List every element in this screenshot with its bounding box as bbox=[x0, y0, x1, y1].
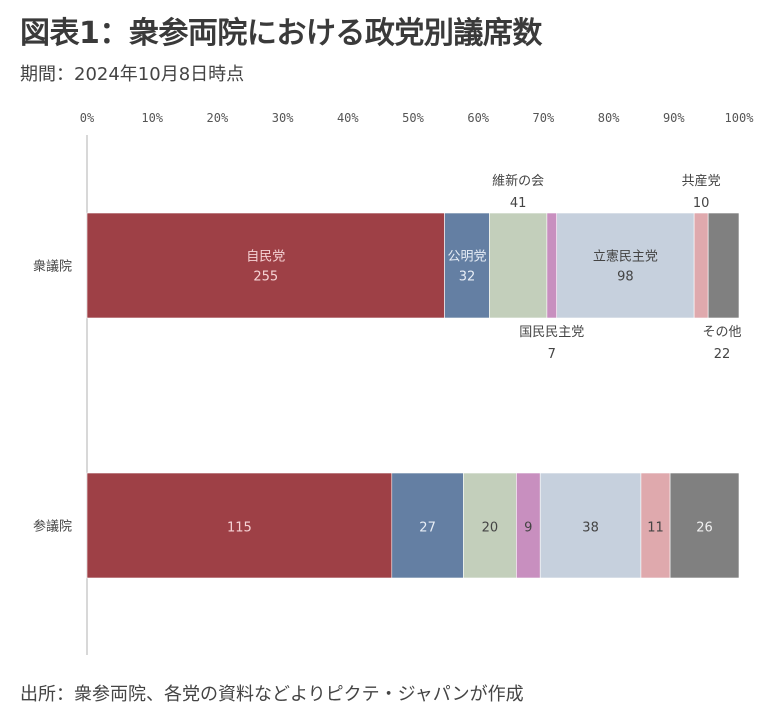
bar-segment bbox=[539, 472, 642, 579]
x-axis-ticks: 0% 10% 20% 30% 40% 50% 60% 70% 80% 90% 100% bbox=[80, 111, 754, 125]
source-note: 出所：衆参両院、各党の資料などよりピクテ・ジャパンが作成 bbox=[20, 684, 524, 705]
bar-segment bbox=[693, 212, 709, 319]
data-label-value: 11 bbox=[647, 521, 664, 536]
data-label-name: 共産党 bbox=[682, 173, 721, 189]
chart-subtitle: 期間：2024年10月8日時点 bbox=[20, 64, 245, 85]
x-tick-label: 60% bbox=[467, 111, 489, 125]
data-label-name: 国民民主党 bbox=[519, 325, 584, 340]
data-label-name: 立憲民主党 bbox=[593, 249, 658, 265]
bar-segment bbox=[640, 472, 671, 579]
bar-segment bbox=[86, 472, 393, 579]
data-label-value: 26 bbox=[696, 521, 713, 536]
bar-segment bbox=[489, 212, 548, 319]
category-label: 参議院 bbox=[33, 519, 72, 535]
data-label-value: 41 bbox=[510, 196, 527, 211]
bar-segment bbox=[556, 212, 695, 319]
data-label-name: その他 bbox=[702, 325, 741, 340]
bar-segment bbox=[444, 212, 490, 319]
data-label-value: 115 bbox=[227, 521, 252, 536]
bar-segment bbox=[391, 472, 464, 579]
x-tick-label: 10% bbox=[141, 111, 163, 125]
data-label-value: 38 bbox=[582, 521, 599, 536]
bars bbox=[86, 212, 740, 579]
chart-title: 図表1：衆参両院における政党別議席数 bbox=[20, 16, 542, 51]
bar-segment bbox=[669, 472, 740, 579]
x-tick-label: 90% bbox=[663, 111, 685, 125]
data-label-name: 公明党 bbox=[447, 250, 486, 265]
bar-segment bbox=[546, 212, 558, 319]
data-label-value: 27 bbox=[419, 521, 436, 536]
bar-segment bbox=[463, 472, 517, 579]
x-tick-label: 80% bbox=[598, 111, 620, 125]
bar-segment bbox=[707, 212, 740, 319]
data-label-value: 10 bbox=[693, 196, 710, 211]
data-label-value: 20 bbox=[482, 521, 499, 536]
bar-segment bbox=[86, 212, 445, 319]
x-tick-label: 100% bbox=[725, 111, 755, 125]
x-tick-label: 50% bbox=[402, 111, 424, 125]
data-label-value: 9 bbox=[524, 521, 532, 536]
category-label: 衆議院 bbox=[33, 259, 72, 275]
data-label-name: 自民党 bbox=[246, 250, 285, 265]
data-label-value: 255 bbox=[253, 270, 278, 285]
data-label-value: 32 bbox=[459, 270, 476, 285]
data-label-value: 7 bbox=[548, 347, 556, 362]
data-label-value: 22 bbox=[714, 347, 731, 362]
x-tick-label: 70% bbox=[533, 111, 555, 125]
x-tick-label: 30% bbox=[272, 111, 294, 125]
x-tick-label: 20% bbox=[207, 111, 229, 125]
data-labels: 自民党 255 公明党 32 維新の会 41 国民民主党 7 立憲民主党 98 共産党 10 その他 22… bbox=[227, 173, 742, 536]
x-tick-label: 40% bbox=[337, 111, 359, 125]
data-label-name: 維新の会 bbox=[492, 173, 544, 189]
data-label-value: 98 bbox=[617, 270, 634, 285]
x-tick-label: 0% bbox=[80, 111, 95, 125]
